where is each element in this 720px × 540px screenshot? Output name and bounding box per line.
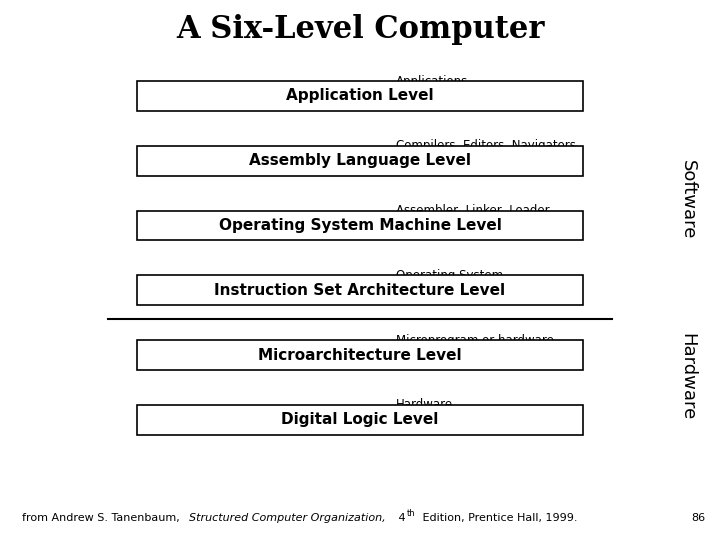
Text: Hardware: Hardware <box>396 399 453 411</box>
Text: Application Level: Application Level <box>286 89 434 103</box>
Text: from Andrew S. Tanenbaum,: from Andrew S. Tanenbaum, <box>22 514 183 523</box>
Text: Level 3: Level 3 <box>137 221 174 231</box>
Text: Digital Logic Level: Digital Logic Level <box>282 413 438 427</box>
Text: Structured Computer Organization,: Structured Computer Organization, <box>189 514 386 523</box>
Text: 4: 4 <box>395 514 405 523</box>
Text: Level 4: Level 4 <box>137 156 174 166</box>
Text: Operating System Machine Level: Operating System Machine Level <box>219 218 501 233</box>
Bar <box>137 146 583 176</box>
Text: Assembler, Linker, Loader: Assembler, Linker, Loader <box>396 204 549 217</box>
Text: Edition, Prentice Hall, 1999.: Edition, Prentice Hall, 1999. <box>419 514 577 523</box>
Text: Level 1: Level 1 <box>137 350 174 360</box>
Bar <box>137 340 583 370</box>
Bar <box>137 275 583 305</box>
Text: Compilers, Editors, Navigators: Compilers, Editors, Navigators <box>396 139 575 152</box>
Bar <box>137 211 583 240</box>
Text: A Six-Level Computer: A Six-Level Computer <box>176 14 544 45</box>
Text: Microprogram or hardware: Microprogram or hardware <box>396 334 554 347</box>
Text: Software: Software <box>679 160 697 239</box>
Text: Microarchitecture Level: Microarchitecture Level <box>258 348 462 362</box>
Text: Operating System: Operating System <box>396 269 503 282</box>
Text: Level 0: Level 0 <box>137 415 174 425</box>
Text: Applications: Applications <box>396 75 468 87</box>
Text: Instruction Set Architecture Level: Instruction Set Architecture Level <box>215 283 505 298</box>
Text: Assembly Language Level: Assembly Language Level <box>249 153 471 168</box>
Text: Level 5: Level 5 <box>137 91 174 101</box>
Bar <box>137 81 583 111</box>
Text: th: th <box>407 509 415 517</box>
Text: 86: 86 <box>691 514 706 523</box>
Text: Hardware: Hardware <box>679 333 697 420</box>
Text: Level 2: Level 2 <box>137 286 174 295</box>
Bar <box>137 405 583 435</box>
